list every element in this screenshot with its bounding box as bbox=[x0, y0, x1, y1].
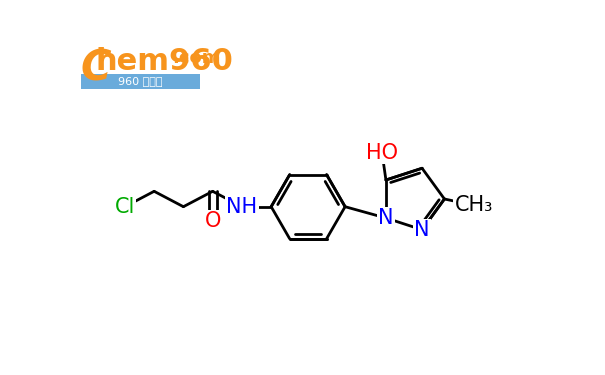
Text: 960 化工网: 960 化工网 bbox=[118, 76, 163, 86]
Text: N: N bbox=[378, 208, 394, 228]
Text: N: N bbox=[414, 220, 430, 240]
FancyBboxPatch shape bbox=[79, 46, 204, 90]
FancyBboxPatch shape bbox=[81, 74, 200, 89]
Text: .com: .com bbox=[172, 49, 220, 67]
Text: O: O bbox=[204, 210, 221, 231]
Text: NH: NH bbox=[226, 197, 258, 217]
Text: C: C bbox=[81, 47, 111, 89]
Text: Cl: Cl bbox=[115, 197, 135, 217]
Text: CH₃: CH₃ bbox=[454, 195, 493, 215]
Text: HO: HO bbox=[366, 143, 398, 163]
Text: hem960: hem960 bbox=[96, 47, 234, 76]
